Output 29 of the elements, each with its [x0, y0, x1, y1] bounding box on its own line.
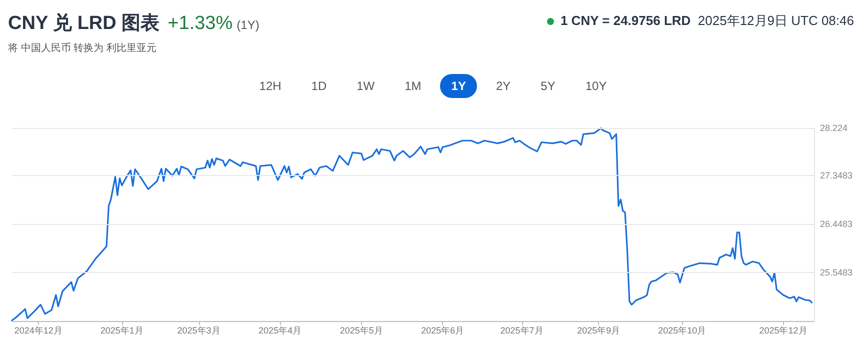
x-tick-label: 2025年6月 — [421, 326, 464, 336]
text: 2025年12月9日 UTC 08:46 — [698, 13, 854, 28]
text: 2Y — [494, 78, 512, 95]
text: 5Y — [540, 78, 556, 95]
text: 1W — [356, 78, 376, 95]
line-series — [11, 127, 813, 322]
text: 1Y — [440, 74, 477, 98]
chart-title: CNY 兑 LRD 图表 — [8, 13, 160, 34]
text: 1M — [404, 78, 422, 95]
x-tick-label: 2025年12月 — [759, 326, 808, 336]
y-tick-label: 25.5483 — [820, 267, 853, 278]
y-tick-label: 28.224 — [820, 123, 848, 133]
x-tick-label: 2025年9月 — [577, 326, 620, 336]
y-tick-label: 26.4483 — [820, 218, 853, 229]
text: 1D — [310, 78, 328, 95]
x-tick-label: 2025年7月 — [500, 326, 544, 336]
x-tick-label: 2025年1月 — [100, 326, 144, 336]
x-tick-label: 2025年10月 — [658, 326, 706, 336]
text: 10Y — [584, 78, 608, 95]
chart-subtitle: 将 中国人民币 转换为 利比里亚元 — [8, 42, 156, 55]
text: +1.33% — [168, 13, 233, 34]
x-tick-label: 2025年5月 — [340, 326, 383, 336]
x-tick-label: 2025年3月 — [177, 326, 220, 336]
x-tick-label: 2025年4月 — [258, 326, 302, 336]
x-tick-label: 2024年12月 — [14, 326, 62, 336]
text: (1Y) — [236, 18, 260, 32]
y-tick-label: 27.3483 — [820, 170, 853, 180]
text: 1 CNY = 24.9756 LRD — [560, 13, 691, 28]
text: 12H — [258, 78, 282, 95]
